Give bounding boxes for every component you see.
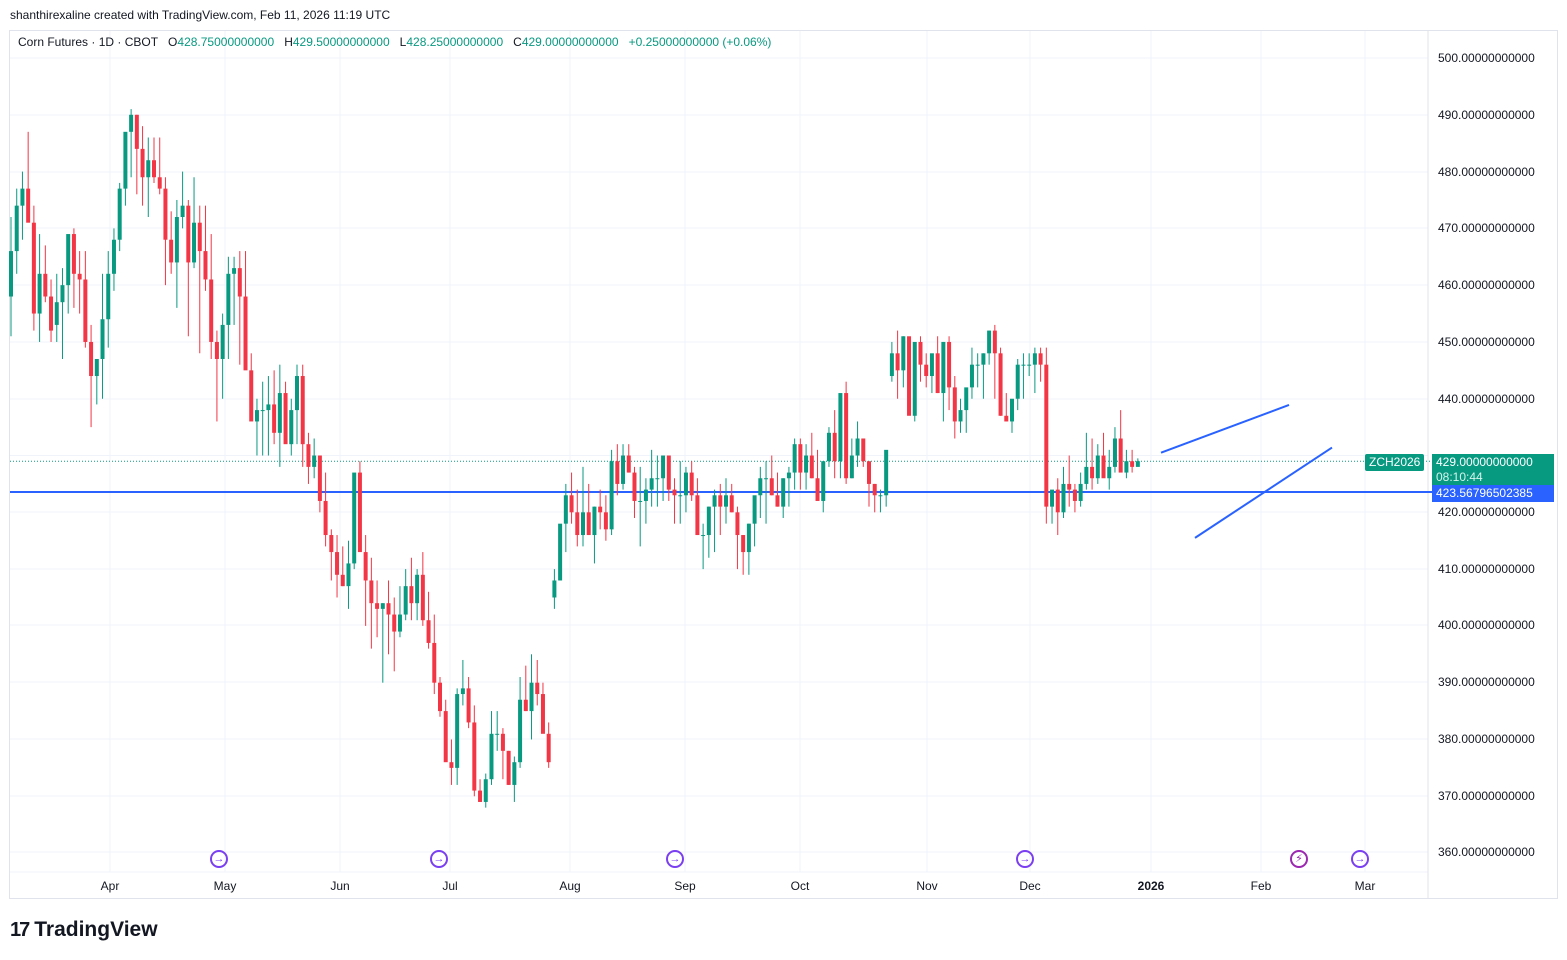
chart-frame[interactable] [9,30,1558,899]
dividend-event-icon[interactable]: ⚡ [1290,850,1308,868]
last-price-tag: 429.00000000000 08:10:44 [1432,454,1554,485]
price-axis-label: 410.00000000000 [1438,562,1535,576]
price-axis-label: 370.00000000000 [1438,789,1535,803]
change-value: +0.25000000000 (+0.06%) [628,35,772,49]
price-axis-label: 460.00000000000 [1438,278,1535,292]
price-axis-label: 390.00000000000 [1438,675,1535,689]
price-axis-label: 490.00000000000 [1438,108,1535,122]
close-label: C [513,35,522,49]
tradingview-logo-text: TradingView [34,918,158,941]
grid-lines [10,31,1432,898]
close-value: 429.00000000000 [521,35,619,49]
last-price-value: 429.00000000000 [1436,455,1533,469]
price-axis-label: 450.00000000000 [1438,335,1535,349]
price-axis-label: 360.00000000000 [1438,845,1535,859]
high-label: H [284,35,293,49]
time-axis-label: May [213,879,237,893]
contract-rollover-icon[interactable]: → [1351,850,1369,868]
contract-rollover-icon[interactable]: → [430,850,448,868]
low-label: L [399,35,407,49]
time-axis-label: 2026 [1137,879,1165,893]
time-axis-label: Oct [790,879,810,893]
chart-credit: shanthirexaline created with TradingView… [10,8,391,22]
price-axis-label: 440.00000000000 [1438,392,1535,406]
time-axis-label: Jun [330,879,350,893]
time-axis-label: Aug [559,879,581,893]
time-axis-label: Mar [1354,879,1376,893]
open-value: 428.75000000000 [177,35,275,49]
symbol-price-tag: ZCH2026 [1365,454,1425,471]
open-label: O [168,35,178,49]
price-axis-label: 380.00000000000 [1438,732,1535,746]
time-axis-label: Jul [442,879,458,893]
time-axis-label: Nov [916,879,938,893]
time-axis-label: Sep [674,879,696,893]
trend-channel[interactable] [1160,404,1333,539]
ohlc-legend: Corn Futures · 1D · CBOT O428.7500000000… [18,35,771,49]
price-axis-label: 500.00000000000 [1438,51,1535,65]
contract-rollover-icon[interactable]: → [666,850,684,868]
price-axis-label: 400.00000000000 [1438,618,1535,632]
time-axis-label: Feb [1250,879,1272,893]
candles [9,109,1140,808]
high-value: 429.50000000000 [292,35,390,49]
low-value: 428.25000000000 [406,35,504,49]
price-axis-label: 470.00000000000 [1438,221,1535,235]
time-axis-label: Apr [100,879,120,893]
contract-rollover-icon[interactable]: → [1016,850,1034,868]
time-axis-label: Dec [1019,879,1041,893]
price-axis-label: 480.00000000000 [1438,165,1535,179]
horizontal-line-price-tag: 423.56796502385 [1432,485,1554,502]
tradingview-logo-icon: 17 [10,918,30,941]
symbol-label[interactable]: Corn Futures · 1D · CBOT [18,35,159,49]
tradingview-logo[interactable]: 17 TradingView [10,918,158,942]
contract-rollover-icon[interactable]: → [210,850,228,868]
price-axis-label: 420.00000000000 [1438,505,1535,519]
bar-countdown: 08:10:44 [1436,470,1483,484]
